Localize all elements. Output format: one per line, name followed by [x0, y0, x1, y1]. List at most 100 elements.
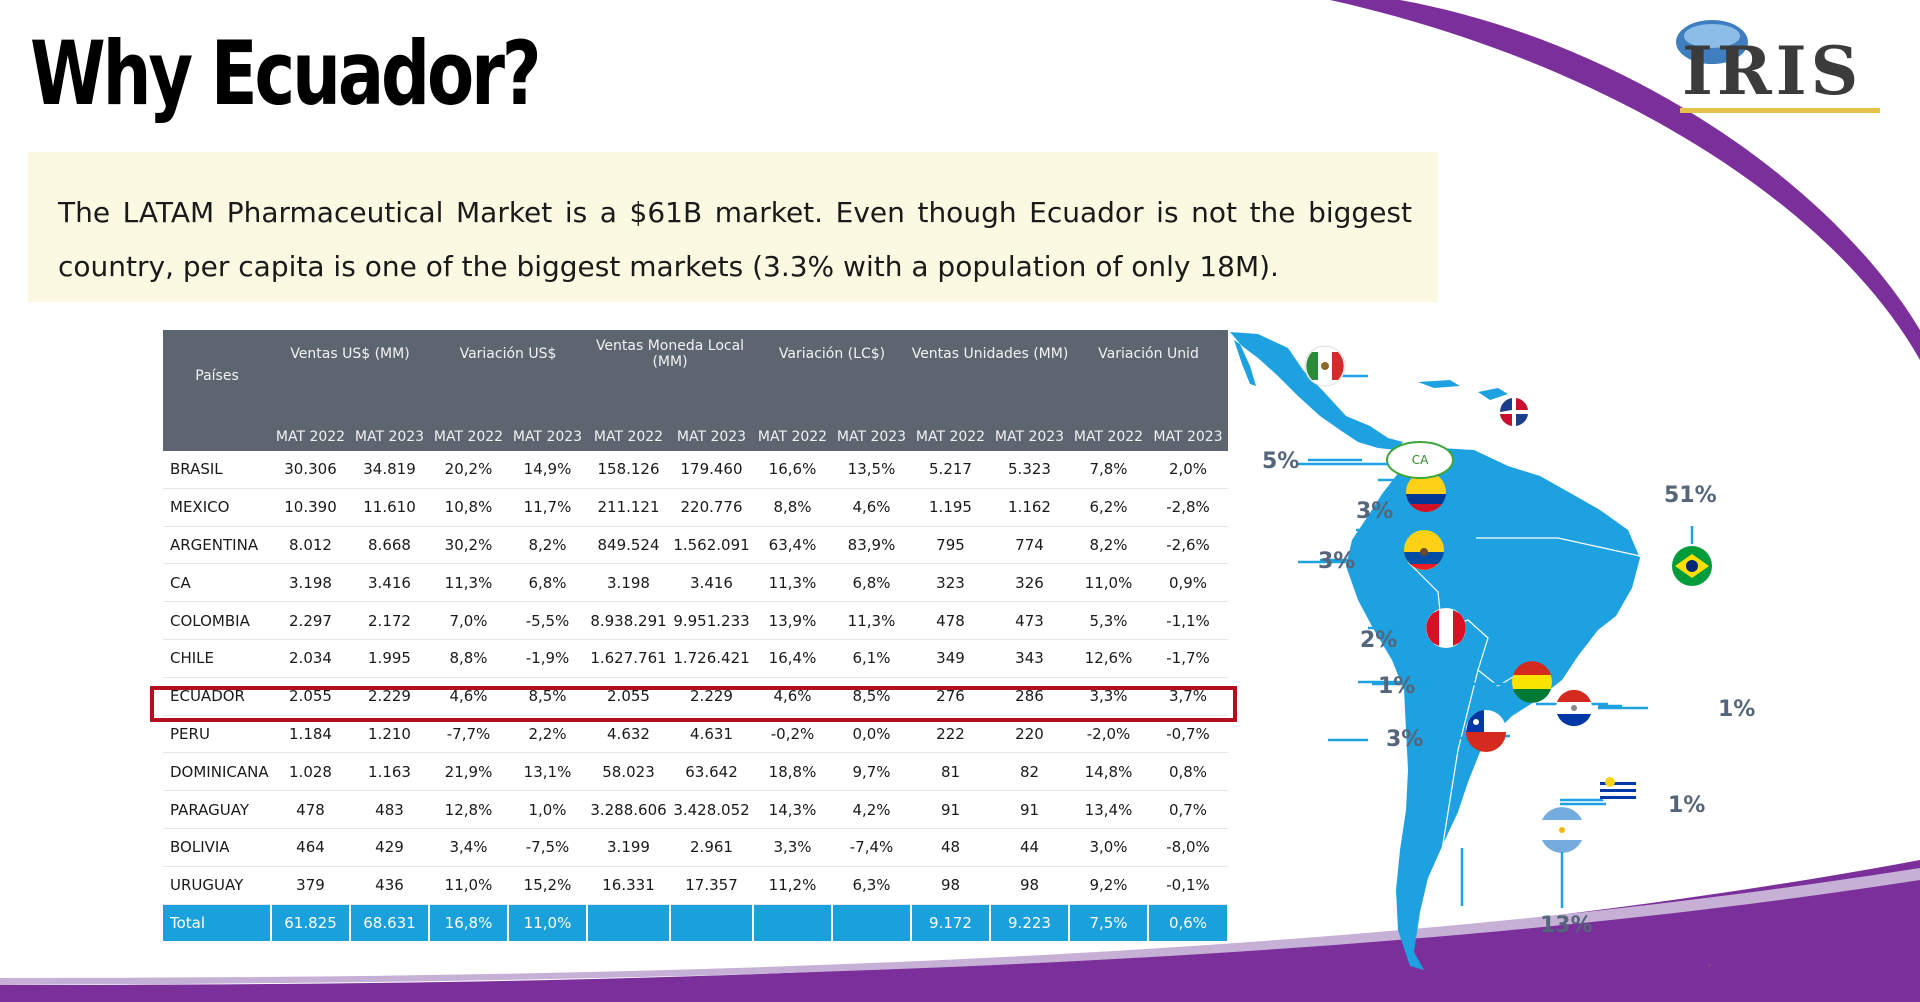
table-cell-country: ECUADOR — [163, 677, 271, 716]
table-cell-country: COLOMBIA — [163, 601, 271, 640]
header-group: Ventas Unidades (MM) — [911, 330, 1069, 378]
table-cell: 30.306 — [271, 451, 350, 489]
table-cell: 1.163 — [350, 752, 429, 792]
table-cell-country: URUGUAY — [163, 866, 271, 905]
table-row: MEXICO 10.390 11.610 10,8% 11,7% 211.121 220.7… — [163, 488, 1229, 527]
table-cell: 220.776 — [670, 488, 753, 527]
header-group: Ventas Moneda Local (MM) — [587, 330, 753, 378]
table-row: CHILE 2.034 1.995 8,8% -1,9% 1.627.761 1.726.4… — [163, 639, 1229, 678]
table-cell: 48 — [911, 828, 990, 867]
ca-bubble-label: CA — [1412, 453, 1429, 467]
table-cell: 2.297 — [271, 601, 350, 640]
table-cell: 8.012 — [271, 526, 350, 565]
table-row: DOMINICANA 1.028 1.163 21,9% 13,1% 58.023 63.6… — [163, 752, 1229, 792]
table-cell: 429 — [350, 828, 429, 867]
table-cell: 3.428.052 — [670, 790, 753, 829]
table-row: CA 3.198 3.416 11,3% 6,8% 3.198 3.416 11,3% 6,8%… — [163, 563, 1229, 603]
table-cell: 4,6% — [832, 488, 911, 527]
table-cell: 63,4% — [753, 526, 832, 565]
table-cell: 12,6% — [1069, 639, 1148, 678]
table-cell: 3,7% — [1148, 677, 1229, 716]
table-cell: 4,2% — [832, 790, 911, 829]
ca-bubble — [1386, 441, 1454, 479]
map-label-mexico: 5% — [1262, 449, 1299, 474]
table-cell: -1,1% — [1148, 601, 1229, 640]
table-cell: 3.416 — [350, 563, 429, 603]
paraguay-flag — [1556, 689, 1592, 727]
table-cell: 10,8% — [429, 488, 508, 527]
table-cell: 30,2% — [429, 526, 508, 565]
table-cell: 91 — [911, 790, 990, 829]
table-cell: 6,8% — [508, 563, 587, 603]
table-cell: 9.951.233 — [670, 601, 753, 640]
table-row: BOLIVIA 464 429 3,4% -7,5% 3.199 2.961 3,3% -7,4… — [163, 828, 1229, 867]
table-cell — [670, 904, 754, 942]
table-cell: 98 — [911, 866, 990, 905]
table-cell: 13,9% — [753, 601, 832, 640]
table-cell: 6,8% — [832, 563, 911, 603]
table-row: ECUADOR 2.055 2.229 4,6% 8,5% 2.055 2.229 4,6% 8… — [163, 677, 1229, 716]
map-label-chile: 3% — [1386, 727, 1423, 752]
table-cell: 8,2% — [1069, 526, 1148, 565]
ecuador-flag — [1404, 530, 1444, 570]
table-cell: 12,8% — [429, 790, 508, 829]
table-cell: 774 — [990, 526, 1069, 565]
table-cell: -8,0% — [1148, 828, 1229, 867]
table-cell: -2,8% — [1148, 488, 1229, 527]
slide-title: Why Ecuador? — [30, 22, 542, 125]
table-cell: 9,7% — [832, 752, 911, 792]
table-cell: 5.323 — [990, 451, 1069, 489]
header-year: MAT 2023 — [350, 422, 429, 451]
table-row: PARAGUAY 478 483 12,8% 1,0% 3.288.606 3.428.05… — [163, 790, 1229, 829]
table-cell: 323 — [911, 563, 990, 603]
table-cell: 58.023 — [587, 752, 670, 792]
table-body: BRASIL 30.306 34.819 20,2% 14,9% 158.126 179.4… — [163, 451, 1230, 942]
table-cell: 3.198 — [587, 563, 670, 603]
white-swoosh-bottom — [0, 868, 1920, 985]
table-cell: 63.642 — [670, 752, 753, 792]
table-cell-country: BOLIVIA — [163, 828, 271, 867]
map-label-argentina: 13% — [1540, 913, 1593, 938]
table-cell: 11,7% — [508, 488, 587, 527]
table-cell: 2.034 — [271, 639, 350, 678]
table-row: COLOMBIA 2.297 2.172 7,0% -5,5% 8.938.291 9.95… — [163, 601, 1229, 640]
table-cell: 8,2% — [508, 526, 587, 565]
map-borders — [1407, 537, 1641, 851]
table-cell-country: PARAGUAY — [163, 790, 271, 829]
table-cell: 436 — [350, 866, 429, 905]
table-cell: 2.229 — [350, 677, 429, 716]
table-cell: 2,0% — [1148, 451, 1229, 489]
table-cell-country: ARGENTINA — [163, 526, 271, 565]
map-caribbean — [1418, 380, 1508, 400]
map-label-bolivia: 1% — [1378, 674, 1415, 699]
table-cell: -0,1% — [1148, 866, 1229, 905]
table-cell: 3,0% — [1069, 828, 1148, 867]
header-year: MAT 2023 — [990, 422, 1069, 451]
table-cell: 9,2% — [1069, 866, 1148, 905]
table-cell: 8,5% — [508, 677, 587, 716]
map-leaders — [1298, 462, 1694, 908]
table-cell: 16,6% — [753, 451, 832, 489]
table-cell: 11,0% — [508, 904, 588, 942]
table-cell: 13,5% — [832, 451, 911, 489]
dominican-republic-flag — [1499, 398, 1528, 426]
header-year: MAT 2022 — [587, 422, 670, 451]
table-cell: 2.172 — [350, 601, 429, 640]
table-cell: 18,8% — [753, 752, 832, 792]
table-cell: 8,5% — [832, 677, 911, 716]
ecuador-highlight-box — [150, 686, 1237, 722]
table-cell: 1.028 — [271, 752, 350, 792]
table-cell: 4,6% — [753, 677, 832, 716]
table-cell: 464 — [271, 828, 350, 867]
table-cell: 478 — [911, 601, 990, 640]
purple-swoosh-bottom — [0, 860, 1920, 1002]
table-cell: 5.217 — [911, 451, 990, 489]
table-cell: 6,1% — [832, 639, 911, 678]
map-label-ecuador: 3% — [1318, 549, 1355, 574]
table-cell: 11,2% — [753, 866, 832, 905]
table-cell: 478 — [271, 790, 350, 829]
table-cell-country: DOMINICANA — [163, 752, 271, 792]
header-year: MAT 2022 — [271, 422, 350, 451]
table-cell: 7,0% — [429, 601, 508, 640]
header-spacer — [271, 378, 1229, 422]
